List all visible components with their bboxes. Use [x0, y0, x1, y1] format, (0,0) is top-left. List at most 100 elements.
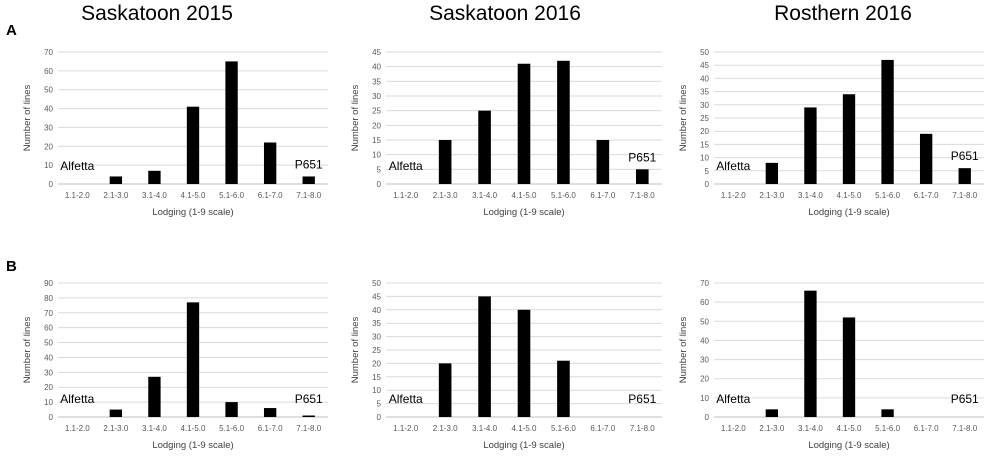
y-tick-label: 70: [44, 48, 53, 57]
y-tick-label: 15: [372, 136, 381, 145]
x-tick-label: 1.1-2.0: [65, 424, 90, 433]
y-tick-label: 20: [700, 375, 709, 384]
x-tick-label: 5.1-6.0: [551, 191, 576, 200]
x-tick-label: 4.1-5.0: [837, 424, 862, 433]
bar: [478, 110, 491, 184]
annotation-label: Alfetta: [60, 392, 94, 406]
annotation-label: P651: [295, 157, 323, 171]
x-tick-label: 3.1-4.0: [472, 191, 497, 200]
column-title-rosthern-2016: Rosthern 2016: [774, 2, 912, 25]
x-tick-label: 7.1-8.0: [630, 191, 655, 200]
x-tick-label: 5.1-6.0: [875, 424, 900, 433]
y-tick-label: 35: [700, 88, 709, 97]
y-tick-label: 0: [377, 180, 382, 189]
y-tick-label: 15: [700, 140, 709, 149]
y-tick-label: 40: [700, 74, 709, 83]
y-tick-label: 40: [372, 306, 381, 315]
x-tick-label: 2.1-3.0: [759, 424, 784, 433]
annotation-label: P651: [951, 149, 979, 163]
annotation-label: Alfetta: [389, 159, 423, 173]
bar: [881, 59, 894, 184]
bar: [635, 169, 649, 184]
bar: [478, 296, 491, 417]
x-axis-title: Lodging (1-9 scale): [808, 440, 889, 451]
y-tick-label: 20: [44, 142, 53, 151]
y-tick-label: 35: [372, 77, 381, 86]
x-tick-label: 1.1-2.0: [721, 424, 746, 433]
x-tick-label: 6.1-7.0: [914, 191, 939, 200]
y-tick-label: 20: [372, 359, 381, 368]
x-tick-label: 6.1-7.0: [258, 424, 283, 433]
y-tick-label: 5: [705, 167, 710, 176]
bar: [958, 168, 971, 184]
y-tick-label: 40: [44, 353, 53, 362]
y-tick-label: 10: [700, 154, 709, 163]
x-tick-label: 7.1-8.0: [630, 424, 655, 433]
y-tick-label: 10: [44, 398, 53, 407]
y-axis-title: Number of lines: [678, 316, 689, 383]
x-tick-label: 6.1-7.0: [590, 191, 615, 200]
x-tick-label: 6.1-7.0: [914, 424, 939, 433]
x-tick-label: 3.1-4.0: [472, 424, 497, 433]
x-axis-title: Lodging (1-9 scale): [808, 207, 889, 218]
y-tick-label: 0: [705, 413, 710, 422]
bar: [557, 60, 570, 184]
y-tick-label: 30: [372, 92, 381, 101]
bar: [517, 309, 531, 417]
x-tick-label: 5.1-6.0: [219, 424, 244, 433]
y-tick-label: 60: [44, 324, 53, 333]
y-axis-title: Number of lines: [22, 84, 33, 151]
x-tick-label: 4.1-5.0: [512, 424, 537, 433]
y-axis-title: Number of lines: [350, 84, 361, 151]
y-tick-label: 30: [700, 356, 709, 365]
bar: [225, 61, 238, 184]
bar: [842, 94, 856, 184]
x-tick-label: 2.1-3.0: [759, 191, 784, 200]
y-tick-label: 20: [372, 121, 381, 130]
x-tick-label: 3.1-4.0: [142, 424, 167, 433]
bar: [596, 140, 610, 184]
y-tick-label: 0: [49, 413, 54, 422]
annotation-label: P651: [951, 392, 979, 406]
x-axis-title: Lodging (1-9 scale): [152, 440, 233, 451]
bar: [765, 409, 779, 417]
x-tick-label: 7.1-8.0: [296, 424, 321, 433]
y-tick-label: 10: [372, 151, 381, 160]
x-tick-label: 3.1-4.0: [142, 191, 167, 200]
x-axis-title: Lodging (1-9 scale): [483, 207, 564, 218]
x-tick-label: 2.1-3.0: [433, 191, 458, 200]
x-tick-label: 2.1-3.0: [103, 424, 128, 433]
y-tick-label: 25: [372, 346, 381, 355]
y-tick-label: 70: [700, 279, 709, 288]
bar: [517, 63, 531, 184]
x-tick-label: 5.1-6.0: [219, 191, 244, 200]
row-label-b: B: [6, 258, 17, 275]
bar: [263, 142, 277, 184]
x-tick-label: 6.1-7.0: [590, 424, 615, 433]
x-tick-label: 7.1-8.0: [952, 424, 977, 433]
bar: [186, 106, 200, 184]
y-tick-label: 25: [700, 114, 709, 123]
annotation-label: P651: [295, 392, 323, 406]
bar: [438, 363, 452, 417]
annotation-label: P651: [628, 150, 656, 164]
y-tick-label: 5: [377, 165, 382, 174]
y-tick-label: 40: [372, 63, 381, 72]
chart-a-saskatoon-2015: 0 10 20 30 40 50 60 70 1.1-2.0 2.1-3.0 3.1-4.0 4.1-…: [22, 48, 328, 218]
y-tick-label: 0: [49, 180, 54, 189]
x-tick-label: 3.1-4.0: [798, 424, 823, 433]
chart-b-saskatoon-2016: 0 5 10 15 20 25 30 35 40 45 50 1.1-2.0 2.1-3.0 3.1-4.…: [350, 279, 662, 451]
column-title-saskatoon-2016: Saskatoon 2016: [429, 2, 581, 25]
y-tick-label: 30: [700, 101, 709, 110]
annotation-label: Alfetta: [716, 159, 750, 173]
y-tick-label: 30: [44, 368, 53, 377]
x-tick-label: 4.1-5.0: [181, 424, 206, 433]
bar: [804, 290, 817, 417]
y-tick-label: 30: [44, 123, 53, 132]
y-tick-label: 40: [700, 336, 709, 345]
x-tick-label: 1.1-2.0: [393, 424, 418, 433]
x-tick-label: 6.1-7.0: [258, 191, 283, 200]
bar: [302, 415, 315, 417]
x-tick-label: 4.1-5.0: [512, 191, 537, 200]
x-tick-label: 4.1-5.0: [181, 191, 206, 200]
